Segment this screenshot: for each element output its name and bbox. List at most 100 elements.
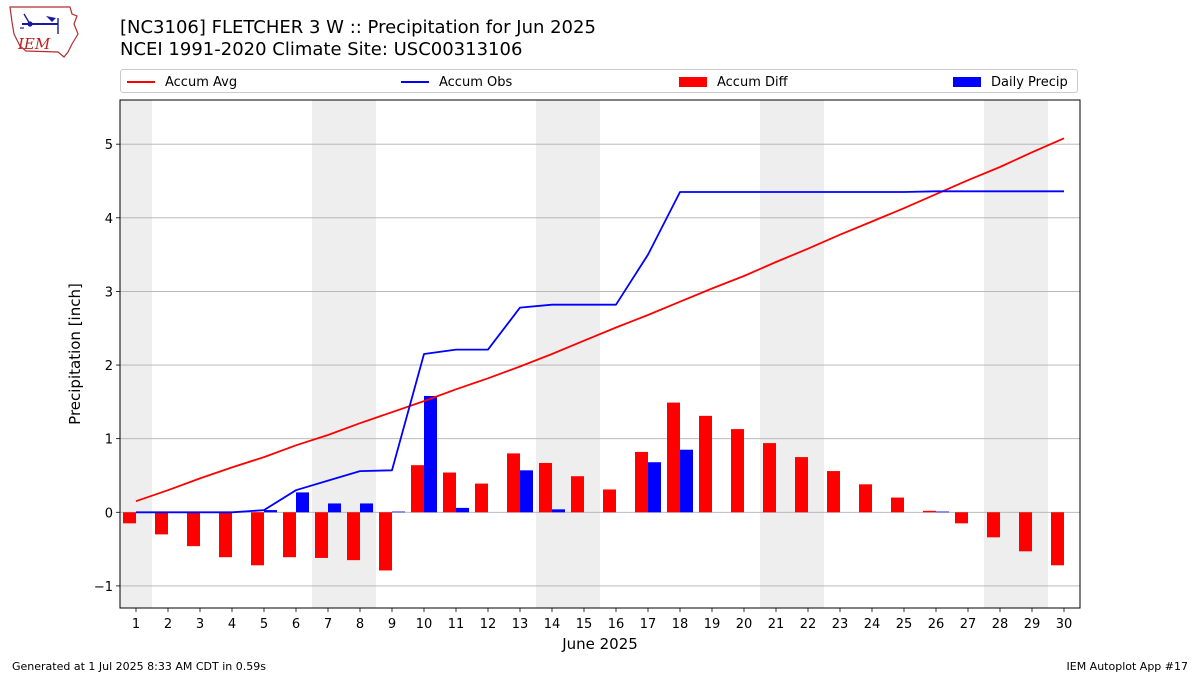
y-tick-label: 4 xyxy=(105,212,113,227)
accum-avg-swatch xyxy=(127,81,155,83)
accum-diff-bar xyxy=(251,512,264,566)
x-tick-label: 2 xyxy=(164,617,172,632)
x-tick-label: 13 xyxy=(512,617,529,632)
accum-diff-bar xyxy=(155,512,168,535)
x-tick-label: 21 xyxy=(768,617,785,632)
accum-diff-bar xyxy=(763,443,776,513)
x-tick-label: 24 xyxy=(864,617,881,632)
accum-diff-bar xyxy=(411,465,424,513)
accum-diff-swatch xyxy=(679,77,707,87)
x-tick-label: 7 xyxy=(324,617,332,632)
daily-precip-bar xyxy=(680,449,693,513)
accum-diff-bar xyxy=(219,512,232,558)
accum-diff-bar xyxy=(539,462,552,513)
accum-diff-bar xyxy=(1019,512,1032,552)
chart-title: [NC3106] FLETCHER 3 W :: Precipitation f… xyxy=(120,17,596,38)
x-tick-label: 1 xyxy=(132,617,140,632)
x-tick-label: 20 xyxy=(736,617,753,632)
daily-precip-bar xyxy=(360,503,373,513)
x-tick-label: 9 xyxy=(388,617,396,632)
legend-label-accum-obs: Accum Obs xyxy=(439,74,513,90)
x-tick-label: 6 xyxy=(292,617,300,632)
legend: Accum Avg Accum Obs Accum Diff Daily Pre… xyxy=(120,69,1078,93)
daily-precip-bar xyxy=(392,511,405,513)
accum-diff-bar xyxy=(315,512,328,558)
accum-diff-bar xyxy=(731,429,744,513)
x-tick-label: 25 xyxy=(896,617,913,632)
x-tick-label: 8 xyxy=(356,617,364,632)
y-tick-label: 5 xyxy=(105,138,113,153)
daily-precip-bar xyxy=(936,511,949,513)
y-tick-label: 3 xyxy=(105,285,113,300)
footer-app-text: IEM Autoplot App #17 xyxy=(1066,660,1189,673)
x-tick-label: 11 xyxy=(448,617,465,632)
legend-item-accum-obs: Accum Obs xyxy=(401,70,512,94)
footer-generated-text: Generated at 1 Jul 2025 8:33 AM CDT in 0… xyxy=(12,660,266,673)
daily-precip-bar xyxy=(456,507,469,513)
x-tick-label: 5 xyxy=(260,617,268,632)
x-tick-label: 15 xyxy=(576,617,593,632)
y-axis-label: Precipitation [inch] xyxy=(66,283,84,425)
accum-diff-bar xyxy=(859,484,872,513)
y-tick-label: −1 xyxy=(94,580,113,595)
x-tick-label: 17 xyxy=(640,617,657,632)
accum-diff-bar xyxy=(443,472,456,513)
x-tick-label: 16 xyxy=(608,617,625,632)
y-tick-label: 0 xyxy=(105,506,113,521)
chart-subtitle: NCEI 1991-2020 Climate Site: USC00313106 xyxy=(120,39,523,60)
x-tick-label: 18 xyxy=(672,617,689,632)
accum-diff-bar xyxy=(635,451,648,513)
accum-diff-bar xyxy=(507,453,520,513)
legend-item-accum-diff: Accum Diff xyxy=(679,70,788,94)
x-tick-label: 29 xyxy=(1024,617,1041,632)
accum-diff-bar xyxy=(283,512,296,558)
logo-text: IEM xyxy=(17,35,51,53)
x-tick-label: 3 xyxy=(196,617,204,632)
x-tick-label: 27 xyxy=(960,617,977,632)
daily-precip-bar xyxy=(264,510,277,513)
x-tick-label: 19 xyxy=(704,617,721,632)
legend-label-daily-precip: Daily Precip xyxy=(991,74,1068,90)
accum-diff-bar xyxy=(923,510,936,513)
weekend-shade xyxy=(120,100,152,608)
weekend-shade xyxy=(760,100,824,608)
accum-obs-line xyxy=(136,190,1064,514)
x-tick-label: 10 xyxy=(416,617,433,632)
x-tick-label: 28 xyxy=(992,617,1009,632)
weekend-shade xyxy=(536,100,600,608)
daily-precip-bar xyxy=(520,470,533,513)
accum-diff-bar xyxy=(123,512,136,524)
accum-diff-bar xyxy=(187,512,200,547)
daily-precip-bar xyxy=(296,492,309,513)
legend-label-accum-avg: Accum Avg xyxy=(165,74,238,90)
plot-frame xyxy=(119,99,1081,609)
x-tick-label: 4 xyxy=(228,617,236,632)
accum-diff-bar xyxy=(667,402,680,513)
y-tick-label: 2 xyxy=(105,359,113,374)
legend-item-accum-avg: Accum Avg xyxy=(127,70,237,94)
daily-precip-bar xyxy=(552,509,565,513)
accum-diff-bar xyxy=(699,415,712,513)
x-tick-label: 12 xyxy=(480,617,497,632)
daily-precip-swatch xyxy=(953,77,981,87)
accum-diff-bar xyxy=(955,512,968,524)
iem-logo-icon: IEM xyxy=(9,6,79,58)
accum-diff-bar xyxy=(795,457,808,513)
accum-avg-line xyxy=(135,137,1065,503)
accum-diff-bar xyxy=(987,512,1000,538)
accum-diff-bar xyxy=(1051,512,1064,566)
legend-label-accum-diff: Accum Diff xyxy=(717,74,788,90)
x-tick-label: 22 xyxy=(800,617,817,632)
accum-diff-bar xyxy=(379,512,392,571)
accum-diff-bar xyxy=(603,489,616,513)
daily-precip-bar xyxy=(648,462,661,513)
accum-obs-swatch xyxy=(401,81,429,83)
x-axis-label: June 2025 xyxy=(561,635,638,653)
accum-diff-bar xyxy=(347,512,360,561)
accum-diff-bar xyxy=(571,476,584,513)
accum-diff-bar xyxy=(475,483,488,513)
accum-diff-bar xyxy=(827,471,840,513)
daily-precip-bar xyxy=(328,503,341,513)
daily-precip-bar xyxy=(424,395,437,513)
